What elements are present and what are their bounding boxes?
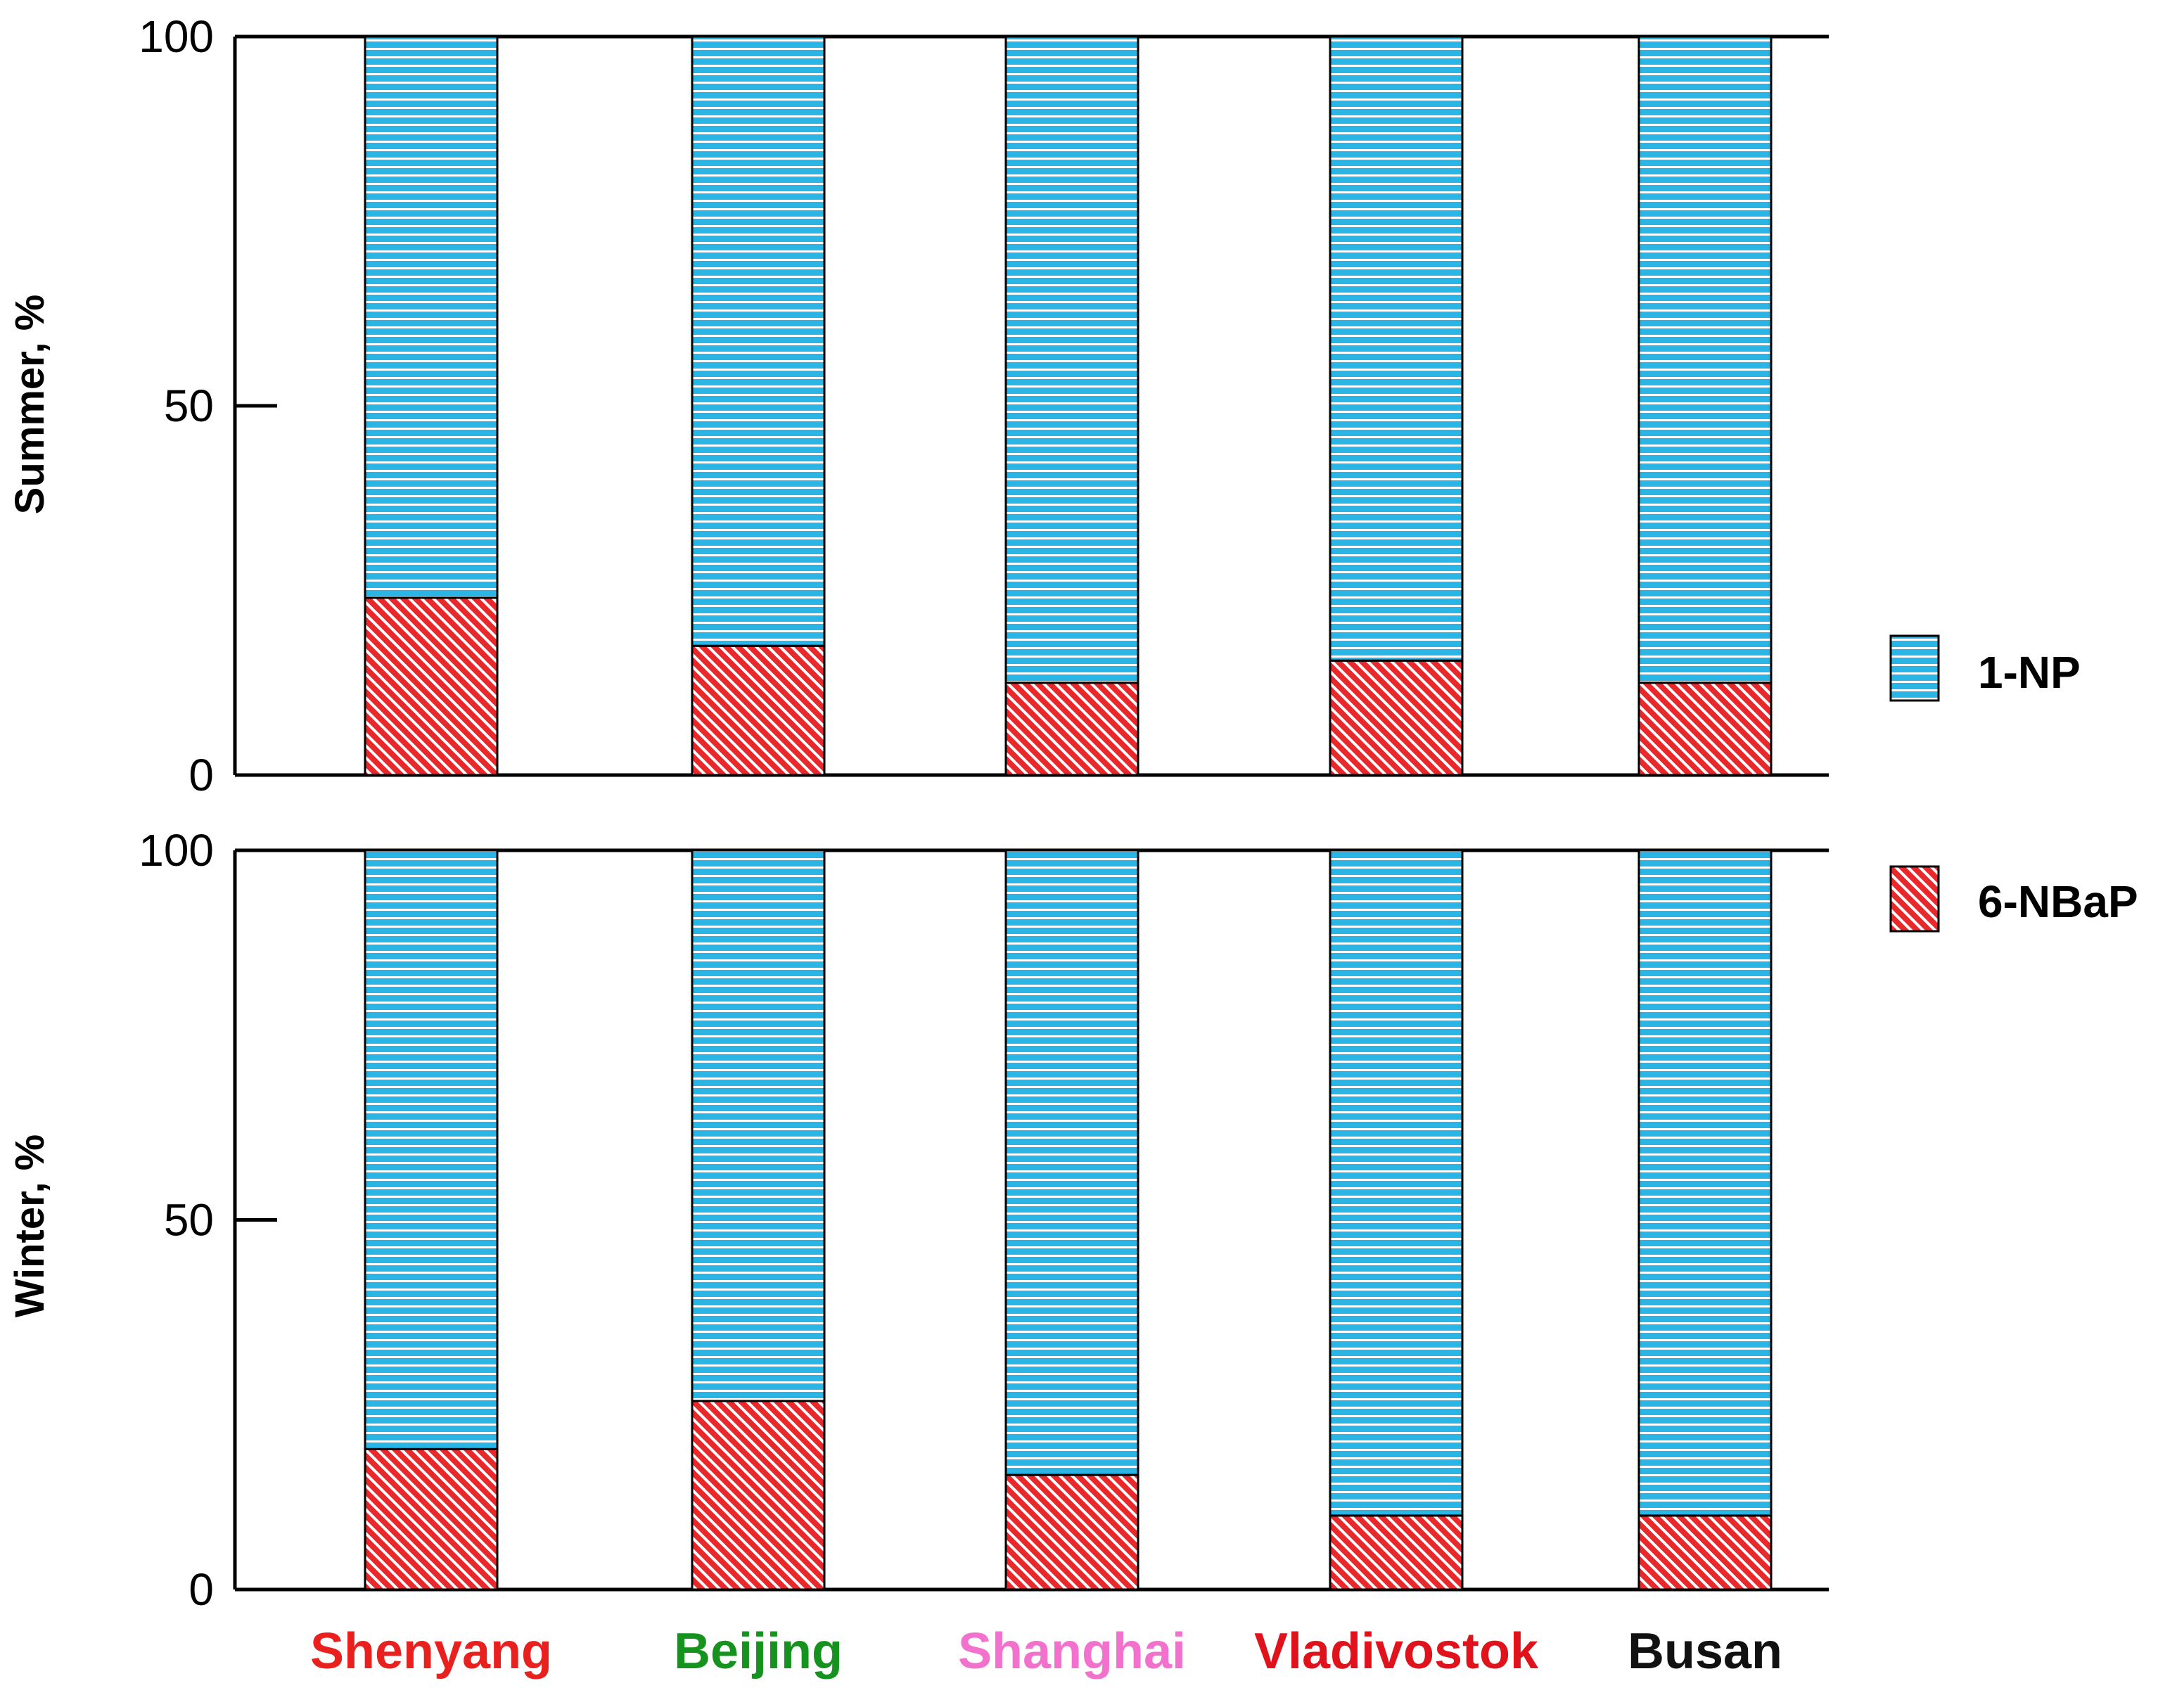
- summer-bar-busan-np: [1637, 35, 1773, 684]
- winter-y-tick-label-50: 50: [164, 1195, 214, 1246]
- winter-y-axis-label: Winter, %: [7, 1134, 53, 1318]
- summer-bar-shenyang-nbap: [364, 596, 499, 776]
- summer-bar-beijing-np: [691, 35, 826, 647]
- winter-y-tick-label-0: 0: [189, 1564, 214, 1615]
- legend-swatch-1-np: [1889, 634, 1940, 702]
- winter-bar-vladivostok-nbap: [1329, 1514, 1464, 1591]
- summer-bar-shanghai-nbap: [1004, 682, 1139, 776]
- legend: 1-NP 6-NBaP: [1889, 634, 2138, 933]
- legend-label-6-nbap: 6-NBaP: [1978, 876, 2138, 927]
- category-label-shanghai: Shanghai: [958, 1623, 1186, 1680]
- winter-bar-beijing-nbap: [691, 1400, 826, 1591]
- summer-bar-beijing-nbap: [691, 644, 826, 776]
- winter-panel: Winter, % 0 50 100: [7, 825, 1829, 1615]
- summer-panel: Summer, % 0 50 100: [7, 11, 1829, 800]
- summer-y-tick-label-100: 100: [139, 11, 214, 62]
- category-label-beijing: Beijing: [674, 1623, 843, 1680]
- legend-swatch-6-nbap: [1889, 865, 1940, 933]
- winter-bar-shenyang-np: [364, 849, 499, 1450]
- summer-y-tick-label-50: 50: [164, 380, 214, 431]
- category-label-busan: Busan: [1628, 1623, 1782, 1680]
- category-label-vladivostok: Vladivostok: [1254, 1623, 1539, 1680]
- winter-bar-shenyang-nbap: [364, 1447, 499, 1591]
- winter-bar-busan-nbap: [1637, 1514, 1773, 1591]
- winter-y-tick-label-100: 100: [139, 825, 214, 876]
- summer-bar-busan-nbap: [1637, 682, 1773, 776]
- summer-bar-vladivostok-nbap: [1329, 659, 1464, 776]
- winter-bar-shanghai-np: [1004, 849, 1139, 1476]
- legend-label-1-np: 1-NP: [1978, 647, 2081, 698]
- summer-bar-vladivostok-np: [1329, 35, 1464, 662]
- summer-bar-shanghai-np: [1004, 35, 1139, 684]
- summer-bar-shenyang-np: [364, 35, 499, 599]
- summer-y-tick-label-0: 0: [189, 750, 214, 800]
- winter-bar-shanghai-nbap: [1004, 1473, 1139, 1591]
- x-axis-category-labels: Shenyang Beijing Shanghai Vladivostok Bu…: [310, 1623, 1782, 1680]
- winter-bar-beijing-np: [691, 849, 826, 1402]
- winter-bar-vladivostok-np: [1329, 849, 1464, 1517]
- winter-bar-busan-np: [1637, 849, 1773, 1517]
- summer-y-axis-label: Summer, %: [7, 295, 53, 515]
- category-label-shenyang: Shenyang: [310, 1623, 552, 1680]
